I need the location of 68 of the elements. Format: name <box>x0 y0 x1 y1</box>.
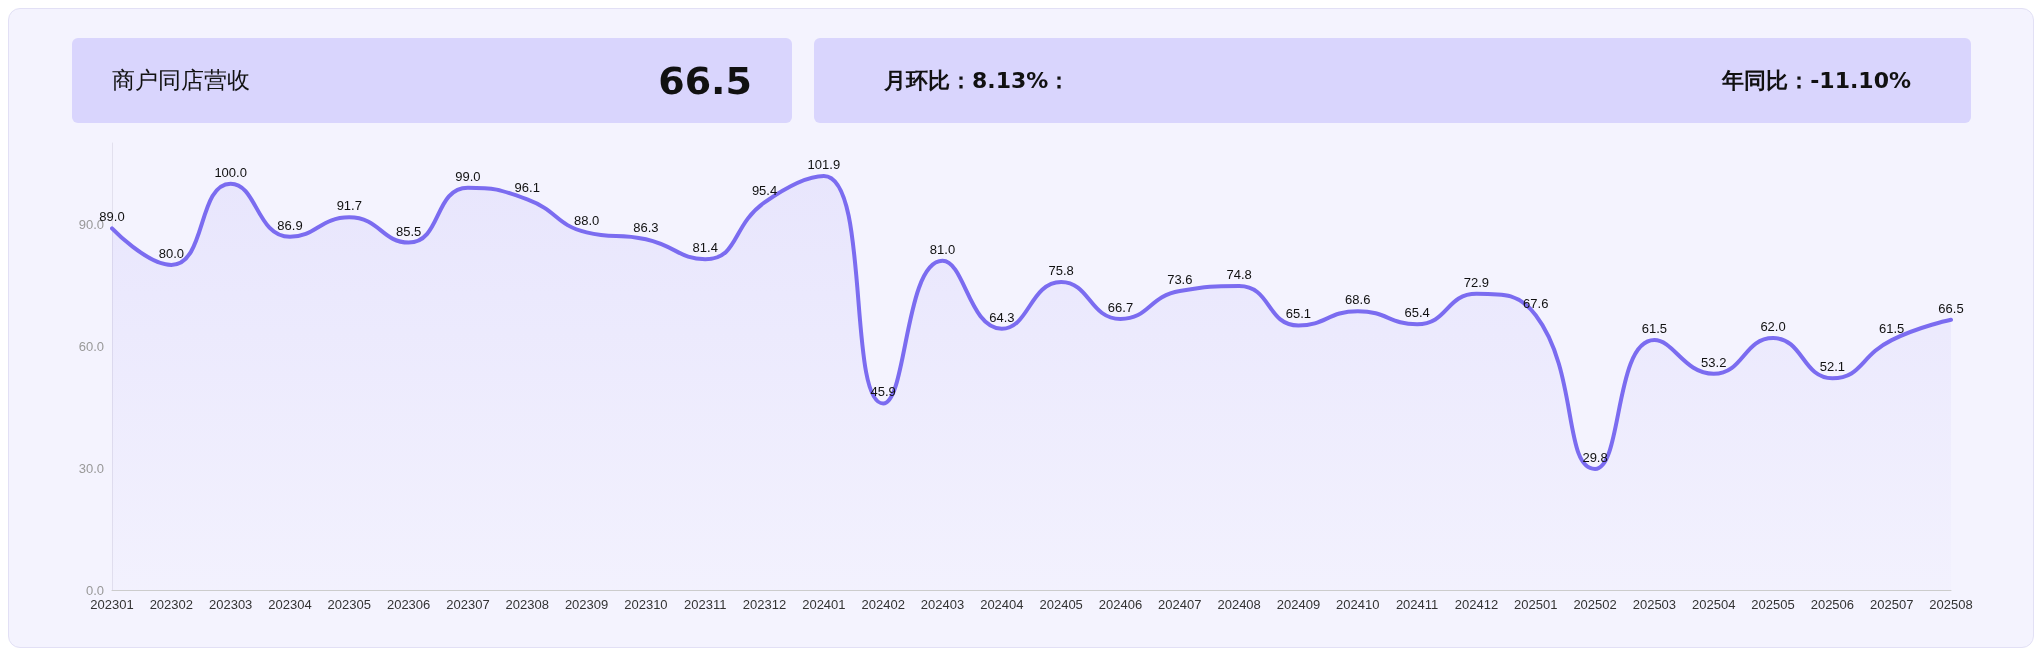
x-tick-label: 202305 <box>327 597 371 612</box>
x-tick-label: 202405 <box>1039 597 1083 612</box>
data-label: 99.0 <box>455 168 481 184</box>
x-tick-label: 202403 <box>920 597 965 612</box>
x-tick-label: 202507 <box>1869 597 1914 612</box>
x-tick-label: 202506 <box>1810 597 1855 612</box>
chart-title: 商户同店营收 <box>112 66 250 95</box>
data-label: 65.1 <box>1285 306 1312 322</box>
data-label: 68.6 <box>1345 292 1371 308</box>
x-tick-label: 202311 <box>684 597 727 612</box>
data-label: 64.3 <box>989 309 1015 325</box>
data-label: 101.9 <box>807 156 841 172</box>
y-tick-label: 30.0 <box>78 460 104 476</box>
data-label: 86.3 <box>633 220 659 236</box>
data-label: 52.1 <box>1819 359 1846 375</box>
data-label: 74.8 <box>1226 267 1252 283</box>
data-label: 72.9 <box>1463 274 1490 290</box>
data-label: 75.8 <box>1048 262 1074 278</box>
text: 月环比：8.13%： <box>884 66 1071 95</box>
x-tick-label: 202302 <box>149 597 194 612</box>
x-tick-label: 202411 <box>1395 597 1439 612</box>
data-label: 96.1 <box>514 180 540 196</box>
x-tick-label: 202404 <box>980 597 1024 612</box>
x-tick-label: 202410 <box>1336 597 1380 612</box>
x-tick-label: 202307 <box>446 597 490 612</box>
y-tick-label: 60.0 <box>78 338 104 354</box>
data-label: 53.2 <box>1701 354 1727 370</box>
data-label: 95.4 <box>751 183 778 199</box>
x-tick-label: 202508 <box>1929 597 1973 612</box>
data-label: 73.6 <box>1167 271 1193 287</box>
x-tick-label: 202505 <box>1751 597 1795 612</box>
x-tick-label: 202312 <box>742 597 787 612</box>
x-tick-label: 202504 <box>1692 597 1736 612</box>
data-label: 66.7 <box>1107 299 1134 315</box>
text: 年同比：-11.10% <box>1722 66 1911 95</box>
data-label: 80.0 <box>158 245 184 261</box>
x-tick-label: 202412 <box>1454 597 1499 612</box>
data-label: 61.5 <box>1641 321 1668 337</box>
x-tick-label: 202501 <box>1514 597 1558 612</box>
x-tick-label: 202409 <box>1276 597 1321 612</box>
x-tick-label: 202304 <box>268 597 312 612</box>
x-tick-label: 202303 <box>208 597 253 612</box>
x-tick-label: 202408 <box>1217 597 1261 612</box>
x-tick-label: 202406 <box>1098 597 1143 612</box>
x-tick-label: 202310 <box>624 597 668 612</box>
data-label: 81.0 <box>929 241 956 257</box>
x-tick-label: 202308 <box>505 597 549 612</box>
x-tick-label: 202503 <box>1632 597 1677 612</box>
data-label: 85.5 <box>395 223 422 239</box>
text: 66.5 <box>658 58 752 103</box>
data-label: 91.7 <box>336 198 362 214</box>
data-label: 66.5 <box>1938 300 1964 316</box>
x-tick-label: 202309 <box>564 597 609 612</box>
data-label: 81.4 <box>692 240 718 256</box>
data-label: 86.9 <box>277 217 303 233</box>
x-tick-label: 202407 <box>1158 597 1202 612</box>
x-tick-label: 202301 <box>90 597 134 612</box>
x-tick-label: 202502 <box>1573 597 1617 612</box>
data-label: 61.5 <box>1879 321 1905 337</box>
data-label: 62.0 <box>1760 319 1786 335</box>
y-tick-label: 0.0 <box>85 582 104 598</box>
data-label: 29.8 <box>1582 449 1608 465</box>
x-tick-label: 202306 <box>386 597 431 612</box>
data-label: 100.0 <box>214 164 247 180</box>
x-tick-label: 202401 <box>802 597 846 612</box>
data-label: 65.4 <box>1404 305 1430 321</box>
data-label: 88.0 <box>573 213 600 229</box>
x-tick-label: 202402 <box>861 597 905 612</box>
